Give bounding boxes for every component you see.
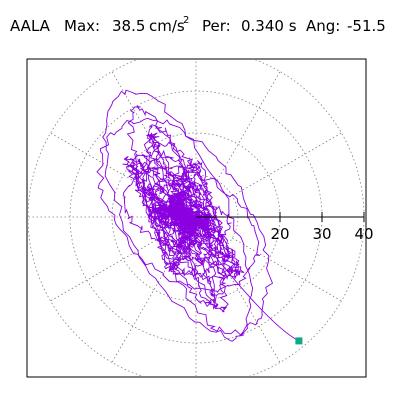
max-label: Max: — [64, 17, 100, 35]
radial-tick-label: 20 — [270, 225, 289, 243]
grid-spoke — [232, 237, 342, 302]
orbit-trace — [96, 89, 300, 342]
radial-axis: 20 30 40 — [196, 212, 374, 243]
title-group: AALA Max: 38.5 cm/s 2 Per: 0.340 s Ang: … — [10, 15, 386, 35]
station-name: AALA — [10, 17, 51, 35]
radial-tick-label: 40 — [354, 225, 373, 243]
plot-frame — [26, 58, 367, 378]
period-value: 0.340 s — [241, 17, 297, 35]
grid-spoke — [50, 132, 160, 197]
end-marker-layer — [295, 337, 303, 345]
orbit-path — [96, 89, 300, 342]
radial-tick-label: 30 — [312, 225, 331, 243]
end-point-marker — [295, 337, 303, 345]
max-unit: cm/s — [149, 17, 185, 35]
angle-label: Ang: — [306, 17, 340, 35]
grid-spoke — [216, 71, 281, 181]
grid-spoke — [232, 132, 342, 197]
angle-value: -51.5 — [347, 17, 386, 35]
max-value: 38.5 — [112, 17, 145, 35]
max-unit-exponent: 2 — [183, 15, 189, 26]
grid-spoke — [50, 237, 160, 302]
period-label: Per: — [202, 17, 231, 35]
grid-spoke — [111, 253, 176, 363]
grid-spoke — [111, 71, 176, 181]
